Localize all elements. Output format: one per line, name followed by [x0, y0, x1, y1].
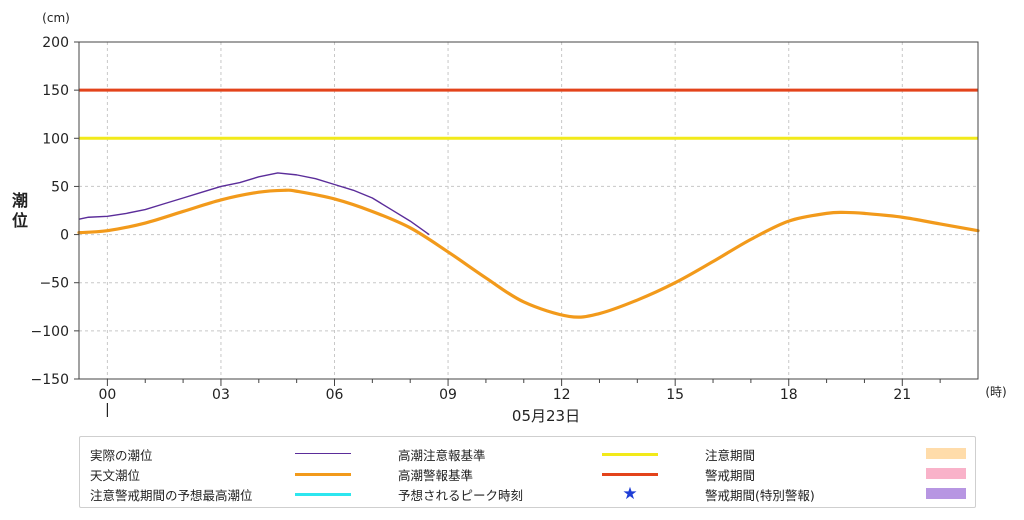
legend-line-swatch [295, 473, 351, 476]
y-tick-label: −50 [39, 276, 69, 292]
legend-label: 予想されるピーク時刻 [398, 487, 524, 503]
x-tick-label: 09 [439, 387, 457, 403]
legend-item: 警戒期間(特別警報) [705, 485, 815, 503]
legend-area-swatch [926, 468, 966, 479]
legend-label: 注意期間 [705, 447, 756, 463]
legend-label: 実際の潮位 [90, 447, 153, 463]
y-tick-label: 150 [42, 83, 69, 99]
y-tick-label: 0 [60, 228, 69, 244]
y-tick-label: 100 [42, 131, 69, 147]
y-tick-label: 50 [51, 179, 69, 195]
x-tick-label: 18 [780, 387, 798, 403]
legend-label: 高潮警報基準 [398, 467, 474, 483]
legend-item: 高潮警報基準 [398, 465, 473, 483]
legend-line-swatch [602, 453, 658, 456]
legend-label: 警戒期間 [705, 467, 756, 483]
series-line-astronomical [77, 188, 980, 319]
x-unit-label: (時) [985, 385, 1006, 399]
legend-item: 予想されるピーク時刻 [398, 485, 523, 503]
y-tick-label: 200 [42, 35, 69, 51]
legend-line-swatch [295, 453, 351, 454]
x-tick-label: 00 [98, 387, 116, 403]
legend-area-swatch [926, 448, 966, 459]
legend-label: 警戒期間(特別警報) [705, 487, 815, 503]
tide-chart: (cm) (時) 潮位 05月23日 −150 −100 −50 0 50 100 150 2… [12, 11, 1007, 425]
legend-line-swatch [295, 493, 351, 496]
plot-area [74, 41, 980, 386]
legend-area-swatch [926, 488, 966, 499]
x-tick-label: 12 [553, 387, 571, 403]
x-tick-label: 06 [326, 387, 344, 403]
legend-item: 注意期間 [705, 445, 755, 463]
legend-item: 実際の潮位 [90, 445, 153, 463]
y-tick-label: −150 [31, 372, 69, 388]
legend-label: 天文潮位 [90, 467, 141, 483]
y-unit-label: (cm) [42, 11, 70, 25]
legend-line-swatch [602, 473, 658, 476]
y-axis-label: 潮位 [12, 191, 28, 230]
legend-item: 天文潮位 [90, 465, 140, 483]
series-line-observed [78, 172, 430, 236]
legend-item: 高潮注意報基準 [398, 445, 486, 463]
x-tick-label: 21 [893, 387, 911, 403]
date-label: 05月23日 [512, 407, 580, 425]
legend-label: 高潮注意報基準 [398, 447, 486, 463]
legend-label: 注意警戒期間の予想最高潮位 [90, 487, 253, 503]
legend-item: 注意警戒期間の予想最高潮位 [90, 485, 253, 503]
x-tick-label: 15 [666, 387, 684, 403]
x-tick-label: 03 [212, 387, 230, 403]
star-icon: ★ [622, 484, 638, 504]
y-tick-label: −100 [31, 324, 69, 340]
legend: 実際の潮位 高潮注意報基準 注意期間天文潮位 高潮警報基準 警戒期間注意警戒期間の予想最… [79, 436, 976, 508]
legend-item: 警戒期間 [705, 465, 755, 483]
plot-frame [78, 41, 979, 380]
